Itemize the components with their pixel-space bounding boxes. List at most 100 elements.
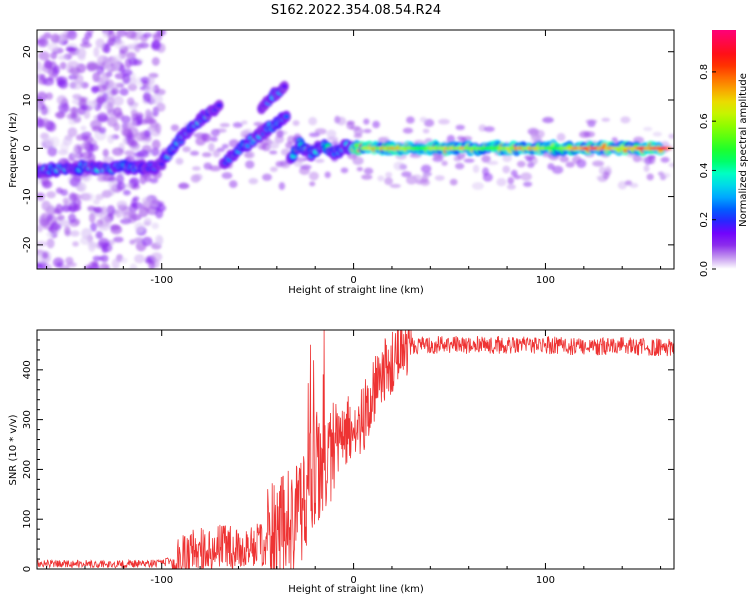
spectrogram-noise-blob <box>122 189 131 196</box>
spectrogram-noise-blob <box>402 127 414 134</box>
spectrogram-noise-blob <box>455 162 465 170</box>
spectrogram-noise-blob <box>103 43 111 54</box>
spectrogram-noise-blob <box>41 251 49 260</box>
spectrogram-noise-blob <box>652 131 663 137</box>
spectrogram-noise-blob <box>219 123 230 128</box>
spectrogram-noise-blob <box>209 165 222 172</box>
spectrogram-noise-blob <box>122 73 131 85</box>
ridge-core <box>283 113 290 119</box>
spectrogram-noise-blob <box>565 161 575 168</box>
spectrogram-noise-blob <box>193 173 203 181</box>
spectrogram-noise-blob <box>88 241 96 252</box>
spectrogram-noise-blob <box>135 131 146 142</box>
spectrogram-noise-blob <box>592 160 605 167</box>
spectrogram-noise-blob <box>481 155 491 163</box>
spectrogram-noise-blob <box>393 161 405 171</box>
spectrogram-noise-blob <box>136 43 145 49</box>
spectrogram-noise-blob <box>432 156 444 162</box>
spectrogram-noise-blob <box>385 171 393 178</box>
spectrogram-noise-blob <box>120 257 128 264</box>
spectrogram-noise-blob <box>95 38 105 49</box>
spectrogram-noise-blob <box>308 171 319 181</box>
spectrogram-noise-blob <box>134 222 145 233</box>
spectrogram-noise-blob <box>126 97 135 106</box>
spectrogram-noise-blob <box>151 222 159 230</box>
spectrogram-noise-blob <box>99 262 110 269</box>
spectrogram-noise-blob <box>81 227 92 239</box>
spectrogram-noise-blob <box>65 256 74 265</box>
spectrogram-noise-blob <box>455 124 465 131</box>
spectrogram-noise-blob <box>38 215 47 226</box>
spectrogram-noise-blob <box>46 238 55 249</box>
spectrogram-noise-blob <box>81 131 92 138</box>
spectrogram-noise-blob <box>115 209 123 218</box>
spectrogram-noise-blob <box>107 30 116 41</box>
spectrogram-noise-blob <box>151 57 160 66</box>
spectrogram-noise-blob <box>212 149 221 158</box>
colorbar-tick-label: 0.0 <box>699 261 710 277</box>
spectrogram-noise-blob <box>513 174 522 180</box>
spectrogram-noise-blob <box>53 208 61 215</box>
spectrogram-noise-blob <box>110 224 123 235</box>
spectrogram-noise-blob <box>151 139 161 150</box>
spectrogram-noise-blob <box>189 150 200 156</box>
spectrogram-noise-blob <box>57 149 69 156</box>
colorbar-tick-label: 0.4 <box>699 162 710 178</box>
spectrogram-noise-blob <box>66 113 74 120</box>
spectrogram-noise-blob <box>57 214 65 221</box>
spectrogram-noise-blob <box>155 88 166 96</box>
colorbar-ticks: 0.0 0.2 0.4 0.6 0.8 <box>699 64 716 277</box>
snr-panel: -100 0 100 0 100 200 300 400 Height of straight… <box>8 329 675 595</box>
y-tick-label: 100 <box>22 510 33 529</box>
spectrogram-noise-blob <box>37 38 49 48</box>
spectrogram-noise-blob <box>483 126 495 132</box>
spectrogram-noise-blob <box>363 118 370 125</box>
spectrogram-noise-blob <box>506 184 516 190</box>
spectrogram-noise-blob <box>76 48 86 58</box>
spectrogram-noise-blob <box>248 177 259 185</box>
spectrogram-noise-blob <box>208 142 215 152</box>
spectrogram-noise-blob <box>496 178 507 187</box>
spectrogram-noise-blob <box>456 135 465 141</box>
spectrogram-noise-blob <box>151 93 163 105</box>
spectrogram-noise-blob <box>361 174 373 180</box>
spectrogram-noise-blob <box>68 192 77 202</box>
y-tick-label: -20 <box>22 237 33 253</box>
spectrogram-noise-blob <box>377 175 385 182</box>
spectrogram-noise-blob <box>49 223 62 231</box>
spectrogram-noise-blob <box>98 237 110 249</box>
spectrogram-noise-blob <box>68 213 77 224</box>
spectrogram-noise-blob <box>648 155 656 165</box>
spectrogram-noise-blob <box>93 207 103 213</box>
spectrogram-noise-blob <box>47 42 59 52</box>
spectrogram-noise-blob <box>136 114 143 126</box>
spectrogram-noise-blob <box>542 117 554 124</box>
spectrogram-noise-blob <box>58 79 69 90</box>
spectrogram-noise-blob <box>129 202 138 213</box>
spectrogram-noise-blob <box>412 174 422 180</box>
colorbar-tick-label: 0.2 <box>699 212 710 228</box>
spectrogram-noise-blob <box>463 158 475 163</box>
spectrogram-noise-blob <box>314 158 325 163</box>
spectrogram-noise-blob <box>116 182 126 191</box>
spectrogram-noise-blob <box>471 182 484 190</box>
spectrogram-noise-blob <box>363 167 374 175</box>
spectrogram-noise-blob <box>83 264 92 269</box>
spectrogram-noise-blob <box>96 112 108 122</box>
spectrogram-noise-blob <box>155 204 167 212</box>
spectrogram-noise-blob <box>308 117 318 126</box>
spectrogram-noise-blob <box>128 210 137 220</box>
snr-ticks: -100 0 100 0 100 200 300 400 <box>22 329 674 586</box>
spectrogram-noise-blob <box>578 130 591 139</box>
spectrogram-noise-blob <box>547 163 555 170</box>
spectrogram-noise-blob <box>138 206 149 218</box>
spectrogram-noise-blob <box>141 197 152 204</box>
spectrogram-noise-blob <box>95 194 105 201</box>
spectrogram-noise-blob <box>141 236 153 247</box>
spectrogram-noise-blob <box>314 128 327 135</box>
spectrogram-noise-blob <box>449 178 458 186</box>
spectrogram-noise-blob <box>132 196 140 202</box>
spectrogram-noise-blob <box>419 116 427 123</box>
spectrogram-noise-blob <box>516 160 526 168</box>
